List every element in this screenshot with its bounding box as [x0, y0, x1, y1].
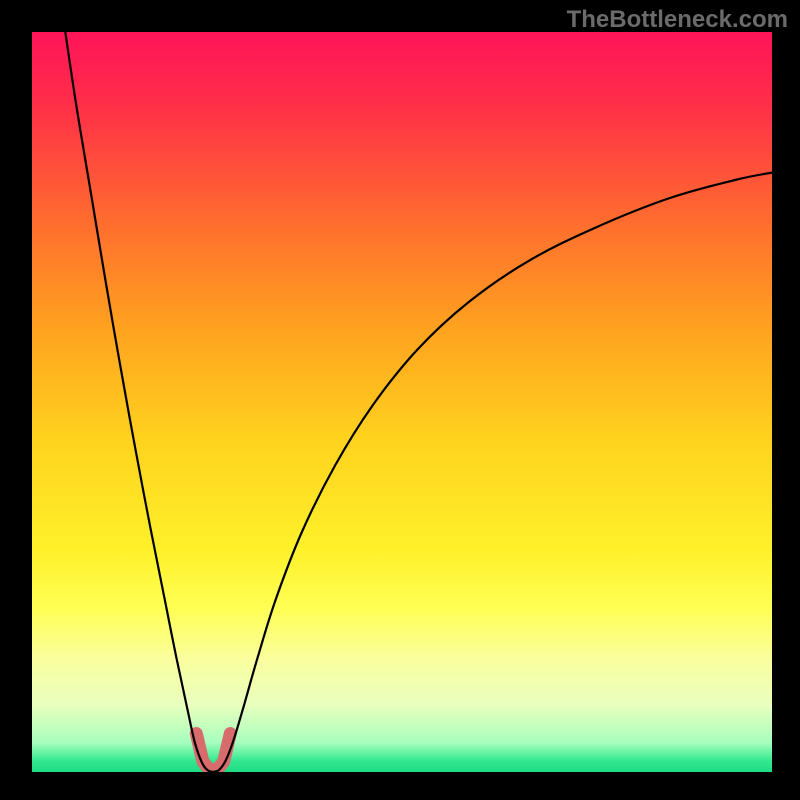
chart-background — [32, 32, 772, 772]
bottleneck-chart — [32, 32, 772, 772]
chart-svg — [32, 32, 772, 772]
watermark-text: TheBottleneck.com — [567, 6, 788, 34]
